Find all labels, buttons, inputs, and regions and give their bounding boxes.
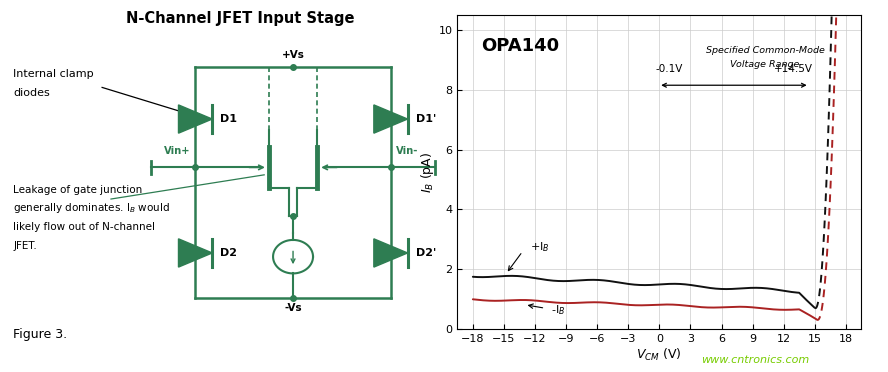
Text: likely flow out of N-channel: likely flow out of N-channel [13,222,155,232]
Polygon shape [374,239,408,267]
Text: D2: D2 [220,248,237,258]
Polygon shape [178,105,212,133]
Polygon shape [178,239,212,267]
Text: Specified Common-Mode: Specified Common-Mode [706,46,824,55]
Text: Voltage Range: Voltage Range [730,60,800,69]
Text: Figure 3.: Figure 3. [13,328,67,341]
Text: www.cntronics.com: www.cntronics.com [701,355,809,365]
Text: -I$_B$: -I$_B$ [551,303,565,317]
Text: Vin+: Vin+ [163,146,190,156]
Text: D1: D1 [220,114,237,124]
Text: Leakage of gate junction: Leakage of gate junction [13,185,143,195]
Text: JFET.: JFET. [13,241,37,250]
Text: -Vs: -Vs [284,303,302,313]
Text: D1': D1' [416,114,436,124]
Text: -0.1V: -0.1V [655,64,683,74]
Text: D2': D2' [416,248,436,258]
Text: +Vs: +Vs [281,49,305,60]
Text: N-Channel JFET Input Stage: N-Channel JFET Input Stage [125,11,354,26]
Y-axis label: $I_B$ (pA): $I_B$ (pA) [418,151,436,193]
X-axis label: $V_{CM}$ (V): $V_{CM}$ (V) [637,347,682,363]
Text: diodes: diodes [13,88,50,98]
Text: +14.5V: +14.5V [773,64,813,74]
Text: Internal clamp: Internal clamp [13,70,94,79]
Text: generally dominates. I$_B$ would: generally dominates. I$_B$ would [13,201,170,215]
Polygon shape [374,105,408,133]
Text: +I$_B$: +I$_B$ [530,240,550,254]
Text: Vin-: Vin- [396,146,418,156]
Text: OPA140: OPA140 [481,37,559,55]
